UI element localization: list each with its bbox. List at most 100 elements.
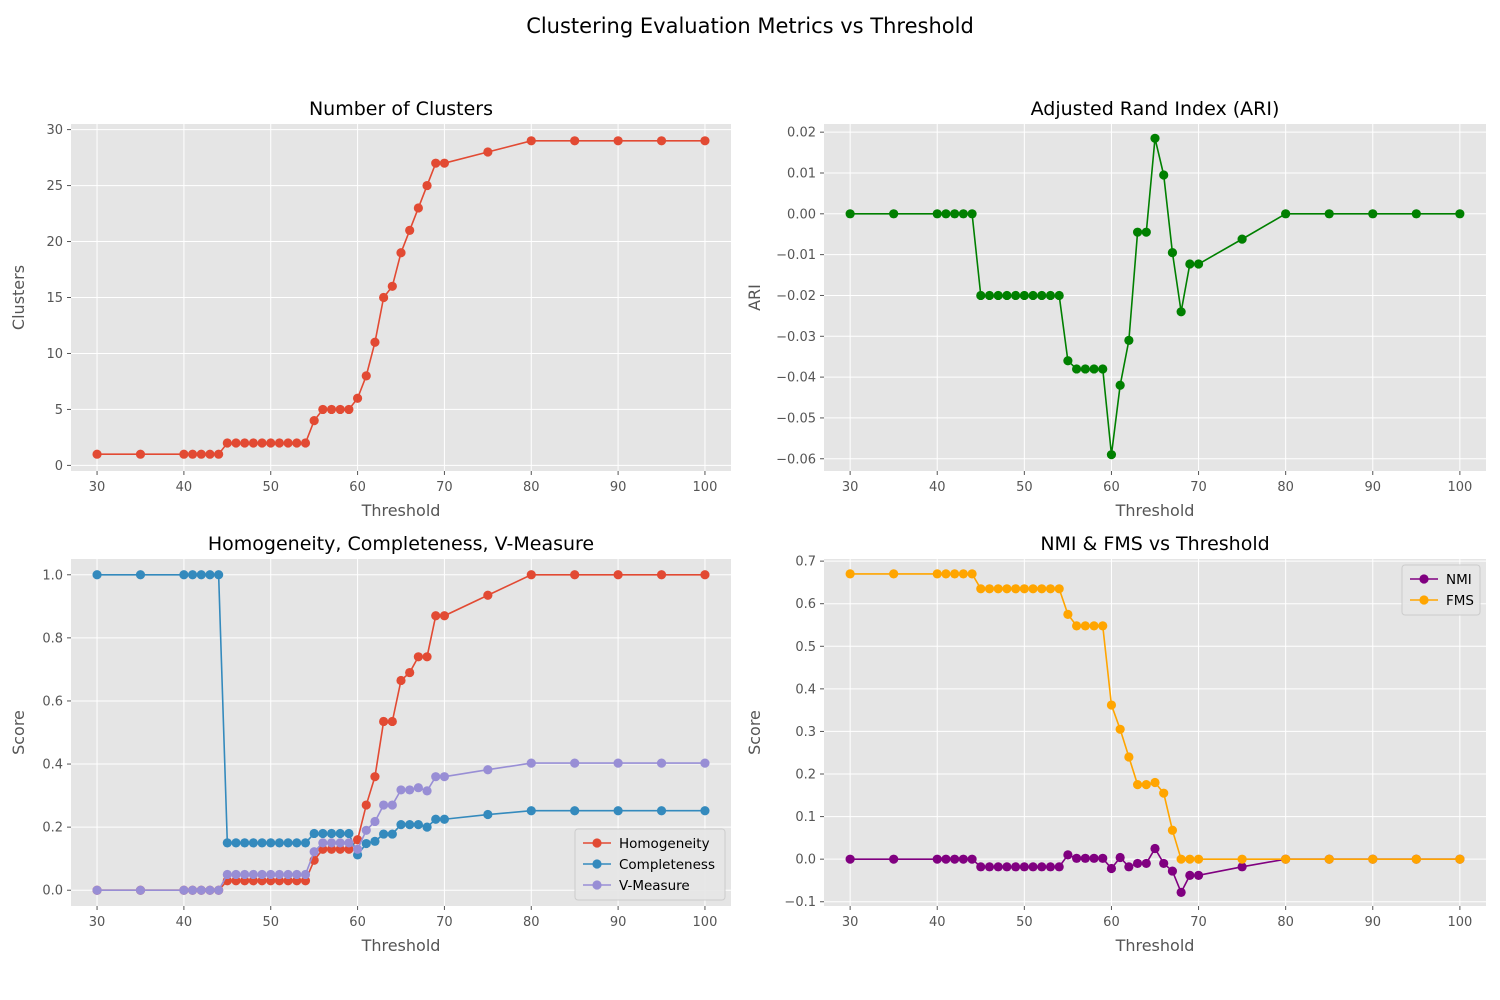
- data-point: [413, 820, 423, 830]
- data-point: [656, 570, 667, 580]
- y-tick-label: 20: [46, 235, 63, 250]
- data-point: [932, 854, 942, 864]
- data-point: [361, 371, 371, 381]
- y-axis-label: Score: [9, 710, 28, 755]
- data-point: [396, 248, 406, 258]
- data-point: [1045, 862, 1056, 872]
- data-point: [1455, 209, 1465, 219]
- data-point: [231, 438, 241, 448]
- data-point: [240, 869, 250, 880]
- data-point: [483, 590, 493, 600]
- data-point: [1054, 290, 1064, 301]
- data-point: [335, 844, 345, 854]
- data-point: [1176, 854, 1186, 864]
- data-point: [941, 209, 951, 219]
- data-point: [700, 758, 710, 768]
- data-point: [1028, 584, 1038, 594]
- data-point: [1002, 290, 1012, 301]
- x-tick-label: 40: [929, 915, 946, 930]
- data-point: [1159, 858, 1169, 869]
- data-point: [984, 290, 995, 301]
- data-point: [1054, 584, 1064, 594]
- data-point: [387, 800, 397, 810]
- x-tick-label: 70: [1190, 480, 1207, 495]
- data-point: [993, 584, 1003, 594]
- data-point: [1124, 752, 1134, 762]
- data-point: [1089, 364, 1099, 374]
- ari-panel: 30 40 50 60 70 80 90 100 −0.06 −0.05 −0.04 −0.03 −0.…: [745, 98, 1486, 520]
- data-point: [1063, 356, 1073, 366]
- data-point: [292, 869, 302, 880]
- data-point: [413, 783, 423, 793]
- y-tick-label: 25: [46, 179, 63, 194]
- y-tick-label: 5: [55, 403, 63, 418]
- y-tick-label: 30: [46, 123, 63, 138]
- x-tick-label: 100: [693, 480, 718, 495]
- data-point: [361, 838, 371, 849]
- y-tick-label: 0.02: [787, 126, 816, 141]
- data-point: [993, 290, 1003, 301]
- data-point: [439, 158, 450, 168]
- data-point: [248, 876, 258, 886]
- data-point: [179, 449, 189, 459]
- data-point: [1237, 234, 1247, 244]
- data-point: [292, 876, 302, 886]
- data-point: [231, 876, 241, 886]
- data-point: [379, 716, 389, 727]
- data-point: [196, 449, 206, 459]
- legend-marker: [592, 838, 602, 848]
- y-tick-label: 0.00: [787, 207, 816, 222]
- data-point: [1150, 133, 1160, 143]
- data-point: [941, 569, 951, 579]
- data-point: [231, 838, 241, 848]
- x-tick-label: 40: [176, 915, 193, 930]
- x-axis-label: Threshold: [361, 936, 441, 955]
- x-tick-label: 50: [262, 480, 279, 495]
- data-point: [439, 611, 450, 621]
- data-point: [958, 569, 968, 579]
- data-point: [1324, 209, 1334, 219]
- data-point: [700, 570, 710, 580]
- data-point: [656, 758, 667, 768]
- data-point: [300, 869, 311, 880]
- data-point: [1002, 862, 1012, 872]
- data-point: [431, 158, 441, 168]
- data-point: [283, 869, 293, 880]
- x-tick-label: 60: [1103, 915, 1120, 930]
- data-point: [1011, 862, 1021, 872]
- data-point: [335, 838, 345, 848]
- data-point: [967, 569, 977, 579]
- data-point: [889, 209, 899, 219]
- data-point: [266, 838, 276, 848]
- data-point: [1132, 227, 1143, 237]
- data-point: [283, 838, 293, 848]
- data-point: [958, 209, 968, 219]
- data-point: [932, 209, 942, 219]
- legend-label: Homogeneity: [619, 836, 710, 852]
- x-axis-label: Threshold: [361, 501, 441, 520]
- data-point: [326, 828, 337, 839]
- data-point: [1089, 621, 1099, 631]
- data-point: [993, 862, 1003, 872]
- x-tick-label: 30: [89, 915, 106, 930]
- x-tick-label: 30: [842, 915, 859, 930]
- data-point: [950, 569, 960, 579]
- x-tick-label: 30: [89, 480, 106, 495]
- data-point: [1080, 364, 1090, 374]
- y-tick-label: −0.06: [776, 452, 816, 467]
- x-tick-label: 90: [610, 915, 627, 930]
- data-point: [300, 438, 311, 448]
- y-tick-label: 0.3: [795, 725, 816, 740]
- y-tick-label: 0.8: [42, 631, 63, 646]
- y-tick-label: −0.04: [776, 371, 816, 386]
- data-point: [257, 876, 267, 886]
- data-point: [1185, 259, 1195, 269]
- plot-area: [824, 124, 1486, 471]
- data-point: [205, 570, 215, 580]
- data-point: [613, 806, 623, 816]
- plot-area: [824, 559, 1486, 906]
- data-point: [344, 838, 354, 848]
- data-point: [379, 800, 389, 810]
- legend-box: [574, 828, 726, 901]
- data-point: [1141, 858, 1151, 869]
